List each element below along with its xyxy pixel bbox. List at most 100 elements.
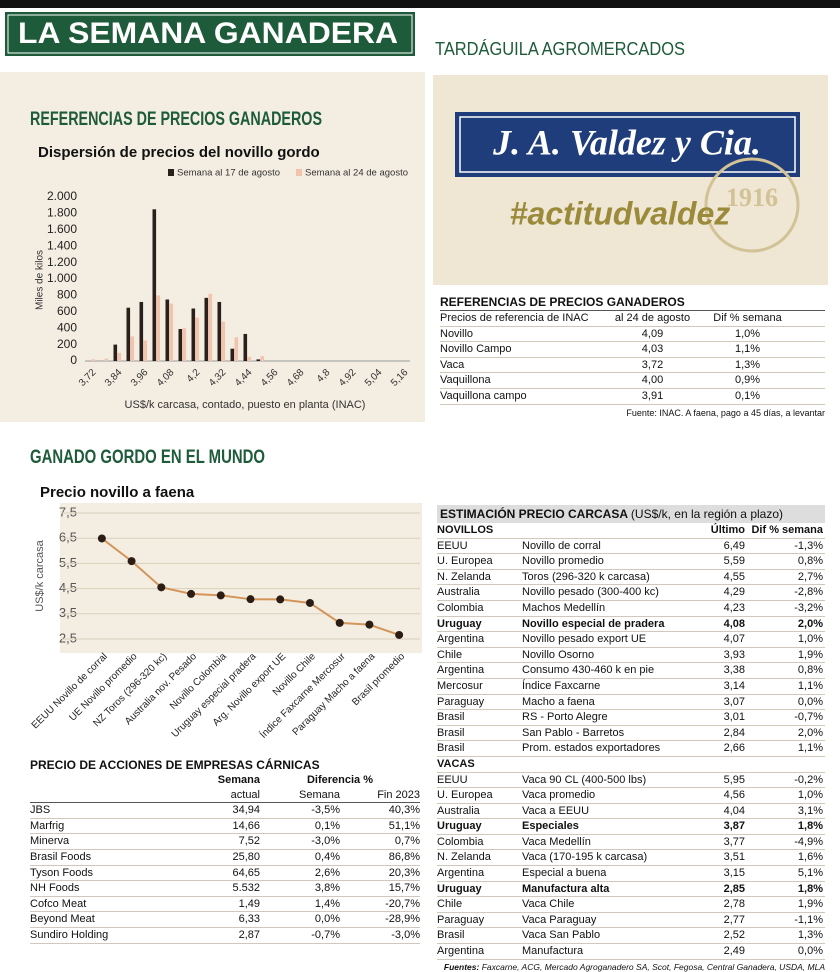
cell: Sundiro Holding <box>30 928 109 941</box>
cell: 4,09 <box>641 327 664 340</box>
table-row: Mercosur Índice Faxcarne 3,14 1,1% <box>437 679 825 695</box>
column-header: actual <box>230 788 260 801</box>
y-tick-label: 7,5 <box>59 504 77 519</box>
cell: 15,7% <box>388 882 420 895</box>
table-row: Vaquillona 4,00 0,9% <box>440 373 825 389</box>
x-axis-label: US$/k carcasa, contado, puesto en planta… <box>125 399 366 411</box>
table-row: Brasil RS - Porto Alegre 3,01 -0,7% <box>437 710 825 726</box>
cell: EEUU <box>437 539 468 552</box>
cell: Vaca a EEUU <box>522 804 590 817</box>
section-heading: REFERENCIAS DE PRECIOS GANADEROS <box>30 109 322 130</box>
cell: 1,1% <box>734 343 761 356</box>
header-row: Precios de referencia de INAC al 24 de ag… <box>440 311 825 327</box>
table-row: Uruguay Especiales 3,87 1,8% <box>437 819 825 835</box>
cell: 3,01 <box>723 711 745 724</box>
bar <box>247 356 252 361</box>
cell: 86,8% <box>388 850 420 863</box>
cell: -1,3% <box>794 539 823 552</box>
cell: Vaca 90 CL (400-500 lbs) <box>522 773 647 786</box>
table-row: Brasil San Pablo - Barretos 2,84 2,0% <box>437 726 825 742</box>
bar <box>139 301 144 361</box>
y-tick-label: 2,5 <box>59 630 77 645</box>
cell: 4,03 <box>641 343 664 356</box>
bar <box>152 209 157 361</box>
cell: Especiales <box>522 820 579 833</box>
cell: Argentina <box>437 945 485 958</box>
title-main: ESTIMACIÓN PRECIO CARCASA <box>440 507 628 521</box>
cell: Macho a faena <box>522 695 595 708</box>
cell: 1,1% <box>797 679 823 692</box>
cell: 25,80 <box>232 850 260 863</box>
title-box <box>5 12 415 56</box>
y-axis-label: US$/k carcasa <box>34 539 46 611</box>
bar <box>195 317 200 361</box>
cell: Novillo Campo <box>440 343 512 356</box>
cell: Toros (296-320 k carcasa) <box>522 570 650 583</box>
cell: 4,56 <box>723 789 745 802</box>
point <box>395 630 404 639</box>
cell: Vaquillona <box>440 374 491 387</box>
column-header: Semana <box>299 788 340 801</box>
cell: Novillo promedio <box>522 555 604 568</box>
point <box>305 598 314 607</box>
y-tick-label: 3,5 <box>59 605 77 620</box>
bar <box>204 297 209 361</box>
table-row: U. Europea Novillo promedio 5,59 0,8% <box>437 554 825 570</box>
column-header: Semana <box>217 774 260 786</box>
y-tick-label: 200 <box>57 337 77 351</box>
y-tick-label: 1.600 <box>47 222 77 236</box>
cell: 3,77 <box>723 835 745 848</box>
cell: 6,49 <box>723 539 745 552</box>
bar <box>165 299 170 361</box>
table-row: N. Zelanda Vaca (170-195 k carcasa) 3,51 1,… <box>437 850 825 867</box>
table-row: EEUU Novillo de corral 6,49 -1,3% <box>437 539 825 555</box>
y-tick-label: 800 <box>57 288 77 302</box>
ad-logo-frame <box>459 116 796 173</box>
shares-table: PRECIO DE ACCIONES DE EMPRESAS CÁRNICAS S… <box>30 758 420 944</box>
cell: -1,1% <box>794 913 823 926</box>
table-row: Paraguay Macho a faena 3,07 0,0% <box>437 695 825 711</box>
cell: -0,2% <box>794 773 823 786</box>
table-row: Minerva 7,52 -3,0% 0,7% <box>30 834 420 850</box>
cell: Brasil <box>437 929 465 942</box>
cell: 3,91 <box>641 389 664 402</box>
cell: Paraguay <box>437 913 485 926</box>
source-text: Faxcarne, ACG, Mercado Agroganadero SA, … <box>481 961 825 972</box>
chart-bg <box>60 503 422 653</box>
header-row: actual Semana Fin 2023 <box>30 788 420 804</box>
cell: Novillo pesado export UE <box>522 633 647 646</box>
ad-logo <box>455 112 800 177</box>
bar <box>208 293 213 361</box>
bar <box>191 308 196 361</box>
table-row: U. Europea Vaca promedio 4,56 1,0% <box>437 788 825 804</box>
cell: 2,52 <box>723 929 745 942</box>
cell: Especial a buena <box>522 867 607 880</box>
table-row: Colombia Machos Medellín 4,23 -3,2% <box>437 601 825 617</box>
cell: 1,8% <box>797 820 823 833</box>
ad-year: 1916 <box>726 183 778 212</box>
cell: JBS <box>30 804 51 817</box>
cell: N. Zelanda <box>437 570 491 583</box>
cell: -2,8% <box>794 586 823 599</box>
cell: -3,5% <box>311 804 340 817</box>
cell: -0,7% <box>794 711 823 724</box>
cell: Machos Medellín <box>522 601 606 614</box>
cell: 0,8% <box>797 664 823 677</box>
point <box>246 595 255 604</box>
cell: -3,0% <box>311 835 340 848</box>
table-row: Novillo 4,09 1,0% <box>440 327 825 343</box>
table-row: Novillo Campo 4,03 1,1% <box>440 342 825 358</box>
column-header: Dif % semana <box>751 524 823 536</box>
cell: 3,8% <box>314 882 340 895</box>
cell: -3,0% <box>391 928 420 941</box>
cell: 1,0% <box>734 327 761 340</box>
column-header: Último <box>710 524 745 536</box>
y-tick-label: 2.000 <box>47 189 77 203</box>
cell: 14,66 <box>232 819 260 832</box>
bar <box>234 337 239 361</box>
cell: -3,2% <box>794 601 823 614</box>
cell: 5,59 <box>723 555 745 568</box>
bar <box>156 295 161 361</box>
cell: 2,84 <box>723 726 745 739</box>
cell: U. Europea <box>437 789 493 802</box>
